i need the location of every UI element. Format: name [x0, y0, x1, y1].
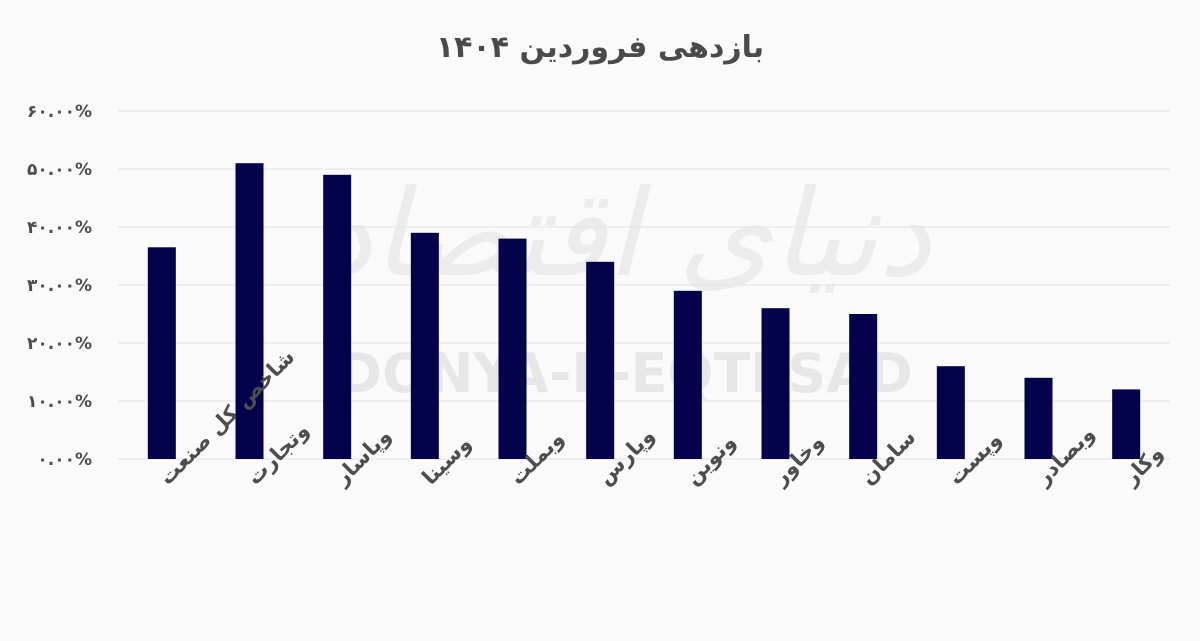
bar: [849, 314, 878, 459]
bar: [673, 290, 702, 459]
y-tick-label: ۱۰.۰۰%: [27, 392, 92, 412]
y-tick-label: ۰.۰۰%: [37, 450, 92, 470]
bar: [147, 247, 176, 459]
watermark-arabic: دنیای اقتصاد: [319, 165, 932, 304]
bar: [410, 232, 439, 459]
bar: [586, 261, 615, 459]
gridlines: [118, 110, 1170, 460]
y-tick-label: ۲۰.۰۰%: [27, 334, 92, 354]
bars: [147, 163, 1141, 460]
y-tick-label: ۶۰.۰۰%: [27, 102, 92, 122]
y-axis-ticks: ۰.۰۰% ۱۰.۰۰% ۲۰.۰۰% ۳۰.۰۰% ۴۰.۰۰% ۵۰.۰۰% ۶۰.۰۰…: [27, 102, 92, 470]
bar: [235, 163, 264, 459]
y-tick-label: ۴۰.۰۰%: [27, 218, 92, 238]
bar: [498, 238, 527, 459]
bar: [761, 308, 790, 459]
y-tick-label: ۳۰.۰۰%: [27, 276, 92, 296]
bar: [1112, 389, 1141, 459]
bar: [323, 174, 352, 460]
chart-title: بازدهی فروردین ۱۴۰۴: [436, 30, 764, 65]
bar: [936, 366, 965, 459]
y-tick-label: ۵۰.۰۰%: [27, 160, 92, 180]
bar: [1024, 377, 1053, 459]
